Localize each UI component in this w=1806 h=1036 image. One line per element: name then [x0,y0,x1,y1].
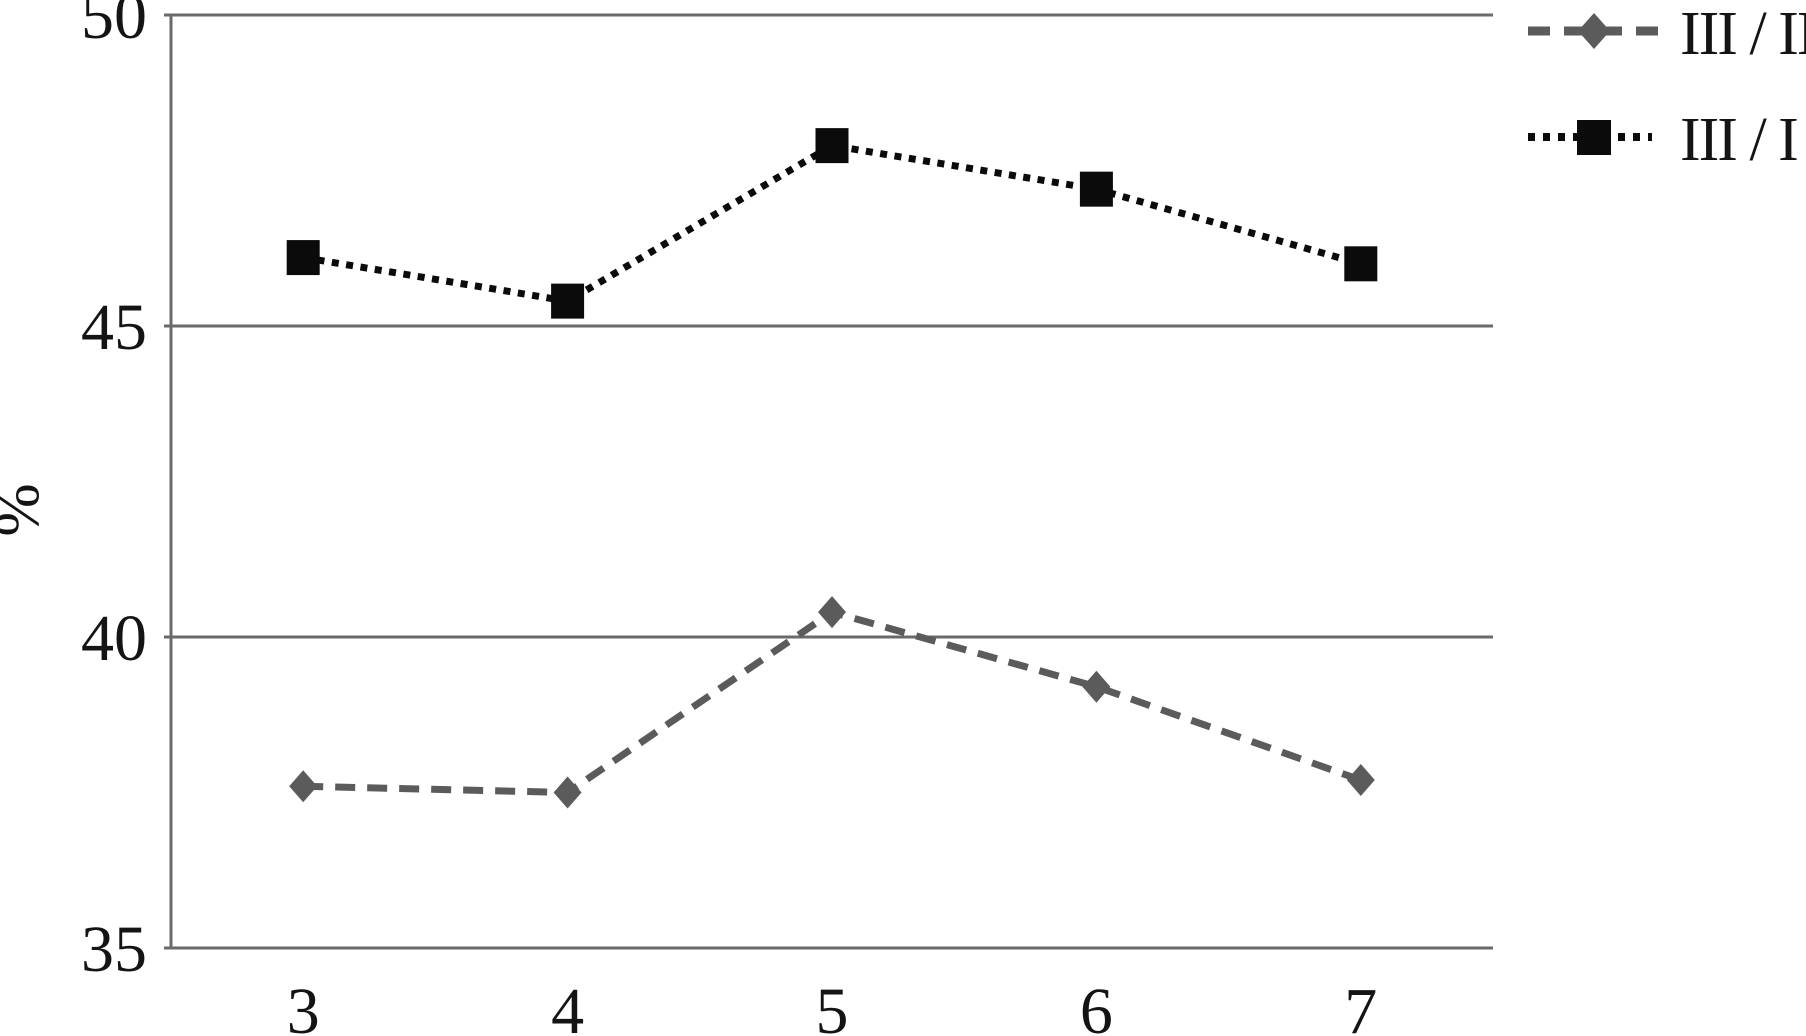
data-point-square [1344,246,1378,282]
data-point-square [286,240,320,276]
x-axis-tick-labels: 3 4 5 6 7 [287,975,1378,1036]
y-axis-tick-labels: 35 40 45 50 [81,0,147,986]
data-point-diamond [818,596,846,629]
legend-diamond-marker-icon [1578,13,1610,49]
legend: III / II III / I [1528,0,1806,174]
legend-label-iii-ii: III / II [1680,0,1806,68]
legend-item-iii-i: III / I [1528,106,1799,174]
y-tick-label-35: 35 [81,913,147,986]
series-group [286,128,1378,809]
series-line-0 [303,608,1362,797]
y-axis-label: % [0,483,52,536]
y-tick-label-50: 50 [81,0,147,53]
x-tick-label-4: 4 [551,975,584,1036]
data-point-square [815,128,849,164]
x-tick-label-5: 5 [816,975,849,1036]
legend-item-iii-ii: III / II [1528,0,1806,68]
data-point-diamond [553,776,582,809]
x-tick-label-7: 7 [1344,975,1377,1036]
legend-square-marker-icon [1577,120,1611,155]
data-point-diamond [1082,670,1111,703]
gridlines [164,13,1493,950]
data-point-square [1079,171,1113,207]
legend-label-iii-i: III / I [1680,106,1797,174]
data-point-diamond [1346,764,1375,797]
x-tick-label-3: 3 [287,975,320,1036]
data-point-diamond [289,770,318,803]
series-line-1 [302,141,1362,305]
y-tick-label-45: 45 [81,291,147,364]
x-tick-label-6: 6 [1080,975,1113,1036]
data-point-square [551,283,585,319]
y-tick-label-40: 40 [81,602,147,675]
